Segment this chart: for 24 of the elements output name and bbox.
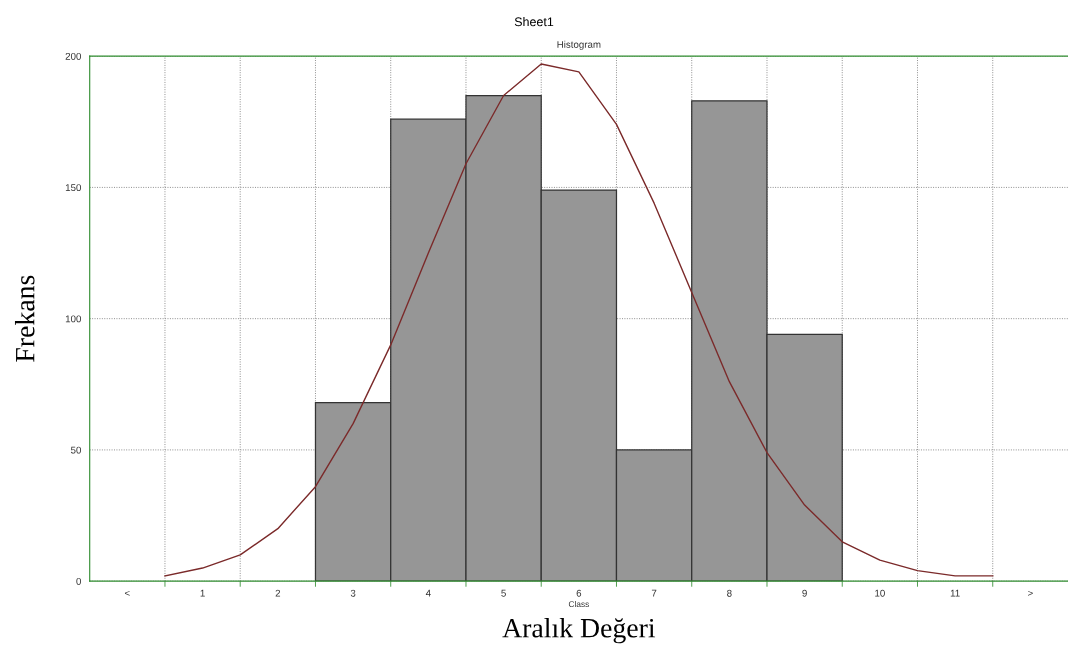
x-tick-label: 1 [200, 589, 205, 597]
y-tick-label: 200 [65, 52, 81, 60]
x-tick-label: 5 [501, 589, 506, 597]
x-tick-label: > [1028, 590, 1033, 596]
x-tick-label: 2 [275, 589, 281, 597]
chart-title: Sheet1 [514, 17, 554, 27]
x-tick-label: < [124, 590, 130, 596]
y-tick-label: 150 [65, 184, 81, 192]
x-tick-label: 8 [727, 589, 732, 597]
y-tick-label: 0 [76, 577, 81, 585]
x-tick-label: 7 [651, 589, 657, 597]
y-axis-title: Frekans [14, 275, 35, 362]
text: Class [568, 600, 589, 608]
y-tick-label: 50 [70, 446, 81, 454]
line-series [164, 63, 994, 577]
x-tick-label: 4 [425, 589, 431, 597]
x-tick-label: 9 [802, 589, 807, 597]
chart-subtitle: Histogram [557, 40, 601, 50]
x-tick-label: 6 [576, 589, 582, 597]
x-tick-label: 10 [875, 589, 885, 597]
y-tick-label: 100 [65, 315, 81, 323]
x-tick-label: 11 [950, 589, 960, 597]
x-tick-label: 3 [350, 589, 356, 597]
x-axis-title: Aralık Değeri [502, 618, 656, 644]
